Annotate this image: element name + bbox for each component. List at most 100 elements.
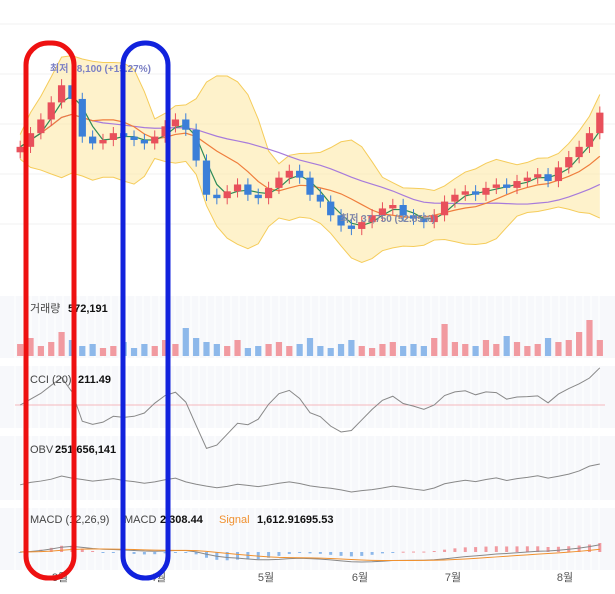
- volume-bar: [99, 348, 107, 356]
- macd-histogram-bar: [184, 552, 188, 553]
- macd-histogram-bar: [225, 552, 229, 561]
- volume-bar: [544, 338, 552, 356]
- macd-histogram-bar: [484, 546, 488, 552]
- candle-body: [451, 194, 459, 202]
- candle-body: [565, 157, 573, 168]
- candle-body: [285, 170, 293, 178]
- macd-histogram-bar: [173, 552, 177, 553]
- obv-label: OBV: [30, 444, 54, 456]
- candle-body: [161, 126, 169, 137]
- macd-histogram-bar: [111, 552, 115, 553]
- macd-histogram-bar: [256, 552, 260, 560]
- macd-histogram-bar: [194, 552, 198, 555]
- macd-histogram-bar: [494, 546, 498, 552]
- macd-histogram-bar: [577, 545, 581, 552]
- volume-bar: [348, 340, 355, 356]
- macd-histogram-bar: [391, 552, 395, 553]
- volume-bar: [431, 338, 438, 356]
- candle-body: [296, 170, 304, 178]
- candle-body: [430, 215, 438, 223]
- candle-body: [544, 174, 552, 182]
- macd-histogram-bar: [422, 551, 426, 553]
- volume-bar: [327, 348, 334, 356]
- volume-bar: [234, 340, 241, 356]
- volume-bar: [317, 346, 324, 356]
- macd-histogram-bar: [349, 552, 353, 557]
- candle-body: [368, 215, 376, 223]
- macd-histogram-bar: [380, 552, 384, 554]
- macd-histogram-bar: [101, 552, 105, 553]
- volume-bar: [482, 340, 490, 356]
- macd-line: [20, 544, 600, 563]
- volume-bar: [213, 344, 220, 356]
- volume-bar: [110, 346, 117, 356]
- volume-bar: [244, 348, 251, 356]
- macd-histogram-bar: [443, 549, 447, 552]
- price-min-annotation: 최저 37,750 (52.85%): [340, 212, 435, 225]
- macd-signal-line: [20, 548, 600, 562]
- volume-bar: [224, 346, 231, 356]
- macd-histogram-bar: [432, 551, 436, 553]
- macd-histogram-bar: [49, 547, 53, 552]
- candle-body: [47, 102, 55, 120]
- volume-bar: [534, 344, 541, 356]
- candle-body: [347, 225, 356, 229]
- macd-histogram-bar: [236, 552, 240, 560]
- candle-body: [503, 184, 511, 188]
- candle-body: [378, 208, 387, 216]
- candle-body: [585, 133, 594, 147]
- candle-body: [523, 177, 531, 182]
- volume-bar: [596, 340, 603, 356]
- candle-body: [337, 215, 345, 226]
- candle-body: [244, 184, 252, 195]
- macd-histogram-bar: [91, 550, 95, 552]
- macd-histogram-bar: [463, 547, 467, 552]
- macd-histogram-bar: [329, 552, 333, 555]
- volume-bar: [462, 344, 469, 356]
- candle-body: [358, 222, 366, 229]
- volume-bar: [79, 346, 86, 356]
- red-highlight-oval: [23, 40, 77, 581]
- volume-bar: [565, 340, 572, 356]
- volume-bar: [203, 342, 210, 356]
- volume-bar: [337, 344, 345, 356]
- volume-bar: [576, 332, 583, 356]
- macd-histogram-bar: [546, 547, 550, 552]
- volume-bars: [17, 320, 603, 356]
- volume-bar: [513, 342, 521, 356]
- candle-body: [99, 140, 107, 144]
- candle-body: [306, 177, 314, 195]
- macd-histogram-bar: [18, 552, 22, 553]
- macd-params-label: MACD (12,26,9): [30, 514, 109, 526]
- macd-histogram-bar: [536, 546, 540, 552]
- candle-body: [37, 119, 45, 134]
- macd-label: MACD: [124, 514, 156, 526]
- candle-body: [213, 194, 221, 199]
- indicator-lines: [15, 367, 605, 563]
- volume-bar: [275, 342, 283, 356]
- volume-bar: [172, 344, 179, 356]
- candle-body: [409, 215, 418, 219]
- cci-line: [19, 367, 601, 449]
- volume-bar: [451, 342, 459, 356]
- candle-body: [254, 194, 262, 199]
- volume-bar: [58, 332, 65, 356]
- macd-histogram-bar: [163, 552, 167, 554]
- candle-body: [482, 187, 490, 195]
- candle-body: [492, 184, 500, 188]
- candle-body: [192, 129, 200, 161]
- volume-bar: [493, 344, 500, 356]
- volume-bar: [161, 340, 169, 356]
- volume-bar: [17, 344, 24, 356]
- candle-body: [89, 136, 97, 144]
- volume-bar: [193, 338, 200, 356]
- volume-bar: [286, 346, 293, 356]
- macd-histogram-bar: [142, 552, 146, 555]
- volume-label: 거래량: [30, 302, 60, 315]
- volume-bar: [265, 344, 272, 356]
- macd-histogram-bar: [587, 544, 591, 552]
- candle-body: [202, 160, 211, 195]
- macd-histogram-bar: [401, 551, 405, 553]
